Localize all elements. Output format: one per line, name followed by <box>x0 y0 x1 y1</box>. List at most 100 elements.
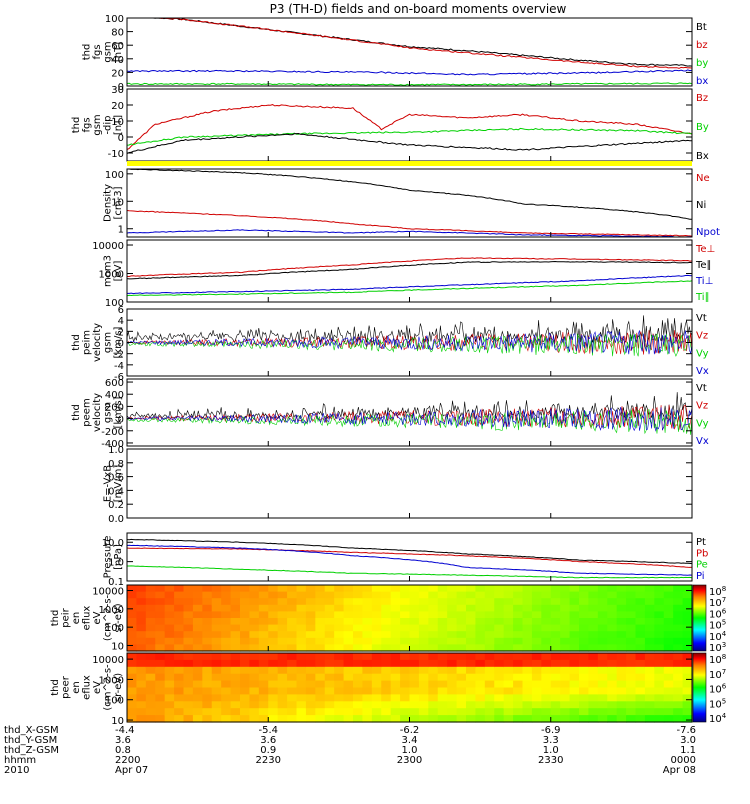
spectrogram-cell <box>174 687 185 695</box>
spectrogram-cell <box>409 708 420 716</box>
spectrogram-cell <box>240 591 251 599</box>
spectrogram-cell <box>522 708 533 716</box>
spectrogram-cell <box>626 604 637 612</box>
spectrogram-cell <box>192 680 203 689</box>
spectrogram-cell <box>324 624 335 632</box>
spectrogram-cell <box>145 598 156 606</box>
spectrogram-cell <box>644 644 655 652</box>
spectrogram-cell <box>296 637 307 645</box>
spectrogram-cell <box>145 694 156 702</box>
spectrogram-cell <box>296 598 307 606</box>
spectrogram-cell <box>541 653 552 661</box>
spectrogram-cell <box>513 604 524 612</box>
spectrogram-cell <box>400 708 411 716</box>
spectrogram-cell <box>418 631 429 639</box>
spectrogram-cell <box>541 666 552 675</box>
spectrogram-cell <box>409 673 420 682</box>
spectrogram-cell <box>315 604 326 612</box>
spectrogram-cell <box>484 598 495 606</box>
spectrogram-cell <box>475 715 486 723</box>
spectrogram-cell <box>305 715 316 723</box>
spectrogram-cell <box>136 701 147 709</box>
spectrogram-cell <box>541 618 552 626</box>
spectrogram-cell <box>277 598 288 606</box>
spectrogram-cell <box>371 611 382 619</box>
spectrogram-cell <box>136 644 147 652</box>
spectrogram-cell <box>268 624 279 632</box>
y-axis-label-line: [mV/m] <box>113 465 124 503</box>
spectrogram-cell <box>277 701 288 709</box>
spectrogram-cell <box>550 673 561 682</box>
spectrogram-cell <box>466 694 477 702</box>
spectrogram-cell <box>258 624 269 632</box>
spectrogram-cell <box>258 585 269 593</box>
spectrogram-cell <box>183 644 194 652</box>
spectrogram-cell <box>560 624 571 632</box>
spectrogram-cell <box>550 604 561 612</box>
spectrogram-cell <box>428 694 439 702</box>
spectrogram-cell <box>597 659 608 668</box>
spectrogram-cell <box>673 673 684 682</box>
spectrogram-cell <box>362 624 373 632</box>
spectrogram-cell <box>268 618 279 626</box>
y-tick-label: 30 <box>111 85 124 96</box>
spectrogram-cell <box>456 715 467 723</box>
spectrogram-cell <box>513 666 524 675</box>
spectrogram-cell <box>456 673 467 682</box>
series-line-vt <box>126 315 693 344</box>
colorbar <box>692 584 707 652</box>
spectrogram-cell <box>456 701 467 709</box>
spectrogram-cell <box>249 618 260 626</box>
spectrogram-cell <box>456 624 467 632</box>
spectrogram-cell <box>400 611 411 619</box>
spectrogram-cell <box>174 585 185 593</box>
spectrogram-cell <box>362 701 373 709</box>
spectrogram-cell <box>569 694 580 702</box>
spectrogram-cell <box>211 653 222 661</box>
spectrogram-cell <box>230 715 241 723</box>
spectrogram-cell <box>560 680 571 689</box>
spectrogram-cell <box>287 591 298 599</box>
spectrogram-cell <box>531 708 542 716</box>
spectrogram-cell <box>663 604 674 612</box>
spectrogram-cell <box>362 618 373 626</box>
spectrogram-cell <box>484 653 495 661</box>
spectrogram-cell <box>343 673 354 682</box>
spectrogram-cell <box>428 604 439 612</box>
y-tick-label: -400 <box>101 439 124 450</box>
y-axis-label-line: peer <box>60 675 71 699</box>
spectrogram-cell <box>155 708 166 716</box>
spectrogram-cell <box>183 680 194 689</box>
spectrogram-cell <box>437 701 448 709</box>
spectrogram-cell <box>183 666 194 675</box>
spectrogram-cell <box>371 659 382 668</box>
y-axis-label-line: eflux <box>81 675 92 700</box>
spectrogram-cell <box>437 631 448 639</box>
spectrogram-cell <box>513 637 524 645</box>
spectrogram-cell <box>588 604 599 612</box>
spectrogram-cell <box>484 659 495 668</box>
spectrogram-cell <box>240 585 251 593</box>
spectrogram-cell <box>230 618 241 626</box>
spectrogram-cell <box>353 687 364 695</box>
spectrogram-cell <box>654 591 665 599</box>
spectrogram-cell <box>418 637 429 645</box>
spectrogram-cell <box>249 604 260 612</box>
spectrogram-cell <box>579 653 590 661</box>
spectrogram-cell <box>437 644 448 652</box>
spectrogram-cell <box>164 585 175 593</box>
spectrogram-cell <box>447 680 458 689</box>
spectrogram-cell <box>334 715 345 723</box>
spectrogram-cell <box>579 708 590 716</box>
spectrogram-cell <box>456 694 467 702</box>
spectrogram-cell <box>513 611 524 619</box>
spectrogram-cell <box>183 611 194 619</box>
spectrogram-cell <box>616 687 627 695</box>
spectrogram-cell <box>174 598 185 606</box>
spectrogram-cell <box>258 687 269 695</box>
spectrogram-cell <box>550 701 561 709</box>
spectrogram-cell <box>145 680 156 689</box>
spectrogram-cell <box>513 659 524 668</box>
spectrogram-cell <box>353 637 364 645</box>
y-tick-label: -6 <box>114 372 124 383</box>
